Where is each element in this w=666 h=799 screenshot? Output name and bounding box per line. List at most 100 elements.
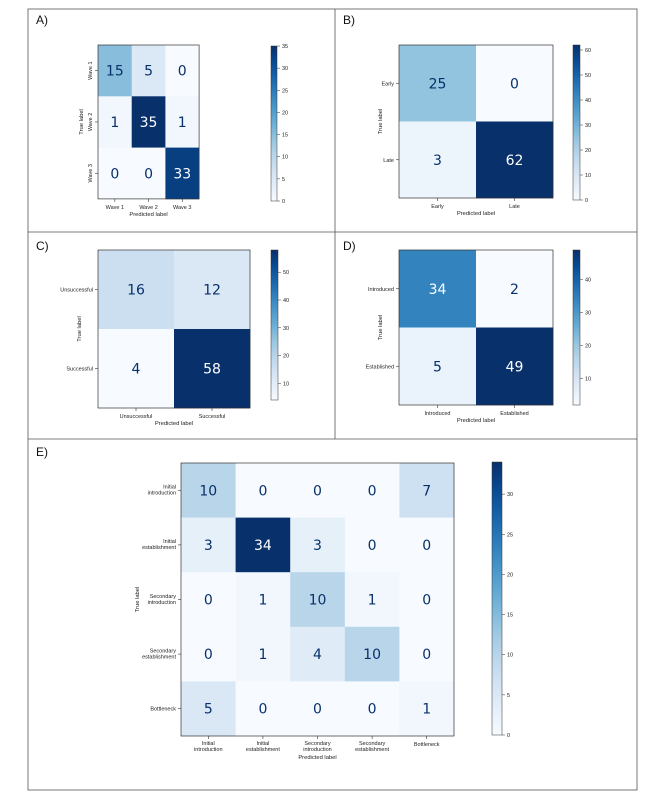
cell-value-4-3: 0 (368, 702, 377, 718)
colorbar-tick-label-25: 25 (282, 88, 288, 94)
colorbar-tick-label-10: 10 (283, 381, 289, 387)
x-tick-label-secondary-establishment: Secondary establishment (355, 741, 389, 753)
cell-value-1-4: 0 (422, 538, 431, 554)
matrix-frame (398, 249, 554, 406)
cell-4-4 (399, 681, 455, 737)
colorbar-tick-label-30: 30 (507, 492, 513, 498)
cell-0-0 (98, 250, 175, 330)
panel-c-confusion-matrix: 16 12 4 58 Unsuccessful Successful Unsuccessfu… (60, 249, 289, 427)
x-tick-label-late: Late (509, 204, 520, 210)
colorbar-tick-label-20: 20 (282, 110, 288, 116)
colorbar-tick-label-40: 40 (585, 278, 591, 284)
colorbar-tick-label-25: 25 (507, 532, 513, 538)
cell-value-0-2: 0 (178, 64, 187, 80)
x-tick-label-initial-introduction: Initial introduction (194, 741, 222, 753)
x-axis-label: Predicted label (457, 211, 495, 217)
cell-1-3 (344, 517, 400, 573)
cell-value-1-3: 0 (368, 538, 377, 554)
cell-0-2 (290, 463, 346, 518)
panel-b-confusion-matrix: 25 0 3 62 Early Late Early Late Predicted label T… (378, 44, 591, 217)
y-axis-label: True label (378, 109, 384, 135)
cell-1-1 (476, 121, 554, 199)
cell-1-0 (98, 329, 175, 409)
cell-value-1-1: 58 (203, 362, 221, 378)
panel-label-a: A) (36, 13, 48, 27)
cell-0-0 (399, 45, 477, 122)
colorbar-tick-label-30: 30 (585, 123, 591, 129)
panel-label-e: E) (36, 445, 48, 459)
y-axis-label: True label (135, 587, 141, 613)
cell-1-2 (290, 517, 346, 573)
cell-value-4-0: 5 (204, 702, 213, 718)
cell-0-1 (174, 250, 251, 330)
cell-4-3 (344, 681, 400, 737)
cell-value-2-1: 0 (144, 166, 153, 182)
colorbar-tick-label-10: 10 (585, 377, 591, 383)
cell-value-1-0: 3 (204, 538, 213, 554)
cell-value-1-1: 49 (506, 359, 524, 375)
cell-value-0-0: 16 (127, 283, 145, 299)
cell-value-3-3: 10 (363, 647, 381, 663)
x-tick-label-wave-2: Wave 2 (139, 205, 157, 211)
colorbar-tick-label-10: 10 (282, 155, 288, 161)
y-tick-label-secondary-establishment: Secondary establishment (142, 648, 176, 660)
cell-0-1 (131, 45, 166, 97)
y-axis-label: True label (378, 315, 384, 341)
cell-0-1 (235, 463, 291, 518)
cell-value-0-0: 25 (429, 76, 447, 92)
colorbar-tick-label-50: 50 (585, 73, 591, 79)
colorbar-tick-label-10: 10 (507, 653, 513, 659)
cell-1-0 (399, 121, 477, 199)
cell-0-0 (98, 45, 132, 97)
cell-2-1 (131, 147, 166, 200)
x-tick-label-unsuccessful: Unsuccessful (120, 414, 153, 420)
x-tick-label-initial-establishment: Initial establishment (246, 741, 280, 753)
colorbar-tick-label-30: 30 (283, 326, 289, 332)
colorbar-tick-label-60: 60 (585, 48, 591, 54)
cell-3-4 (399, 626, 455, 682)
cell-value-0-2: 0 (313, 483, 322, 499)
cell-4-1 (235, 681, 291, 737)
y-tick-label-late: Late (383, 158, 394, 164)
cell-value-1-2: 1 (178, 115, 187, 131)
cell-0-0 (181, 463, 236, 518)
cell-1-0 (399, 327, 477, 406)
x-tick-label-bottleneck: Bottleneck (414, 742, 440, 748)
y-tick-label-established: Established (366, 364, 394, 370)
y-tick-label-initial-introduction: Initial introduction (148, 485, 176, 497)
colorbar-tick-label-0: 0 (585, 198, 588, 204)
cell-value-1-1: 62 (506, 153, 524, 169)
cell-value-2-2: 10 (309, 593, 327, 609)
cell-value-2-0: 0 (204, 593, 213, 609)
panel-label-d: D) (343, 239, 356, 253)
x-axis-label: Predicted label (298, 755, 336, 761)
cell-value-4-2: 0 (313, 702, 322, 718)
cell-0-3 (344, 463, 400, 518)
y-axis-label: True label (77, 316, 83, 342)
x-axis-label: Predicted label (129, 212, 167, 218)
colorbar (270, 249, 279, 401)
y-tick-label-wave-3: Wave 3 (88, 164, 94, 182)
y-tick-label-secondary-introduction: Secondary introduction (148, 594, 177, 606)
cell-value-1-0: 4 (132, 362, 141, 378)
cell-value-1-0: 3 (433, 153, 442, 169)
x-tick-label-established: Established (500, 411, 528, 417)
cell-value-0-1: 5 (144, 64, 153, 80)
cell-value-4-4: 1 (422, 702, 431, 718)
cell-value-2-0: 0 (110, 166, 119, 182)
cell-3-0 (181, 626, 236, 682)
cell-3-3 (344, 626, 400, 682)
y-tick-label-bottleneck: Bottleneck (150, 707, 176, 713)
cell-value-0-1: 0 (510, 76, 519, 92)
y-tick-label-initial-establishment: Initial establishment (142, 539, 176, 551)
colorbar-tick-label-5: 5 (282, 177, 285, 183)
cell-0-0 (399, 250, 477, 328)
matrix-frame (97, 249, 251, 409)
cell-0-1 (476, 250, 554, 328)
cell-3-1 (235, 626, 291, 682)
colorbar (572, 249, 581, 406)
cell-value-0-0: 15 (106, 64, 124, 80)
panel-borders (27, 8, 638, 791)
